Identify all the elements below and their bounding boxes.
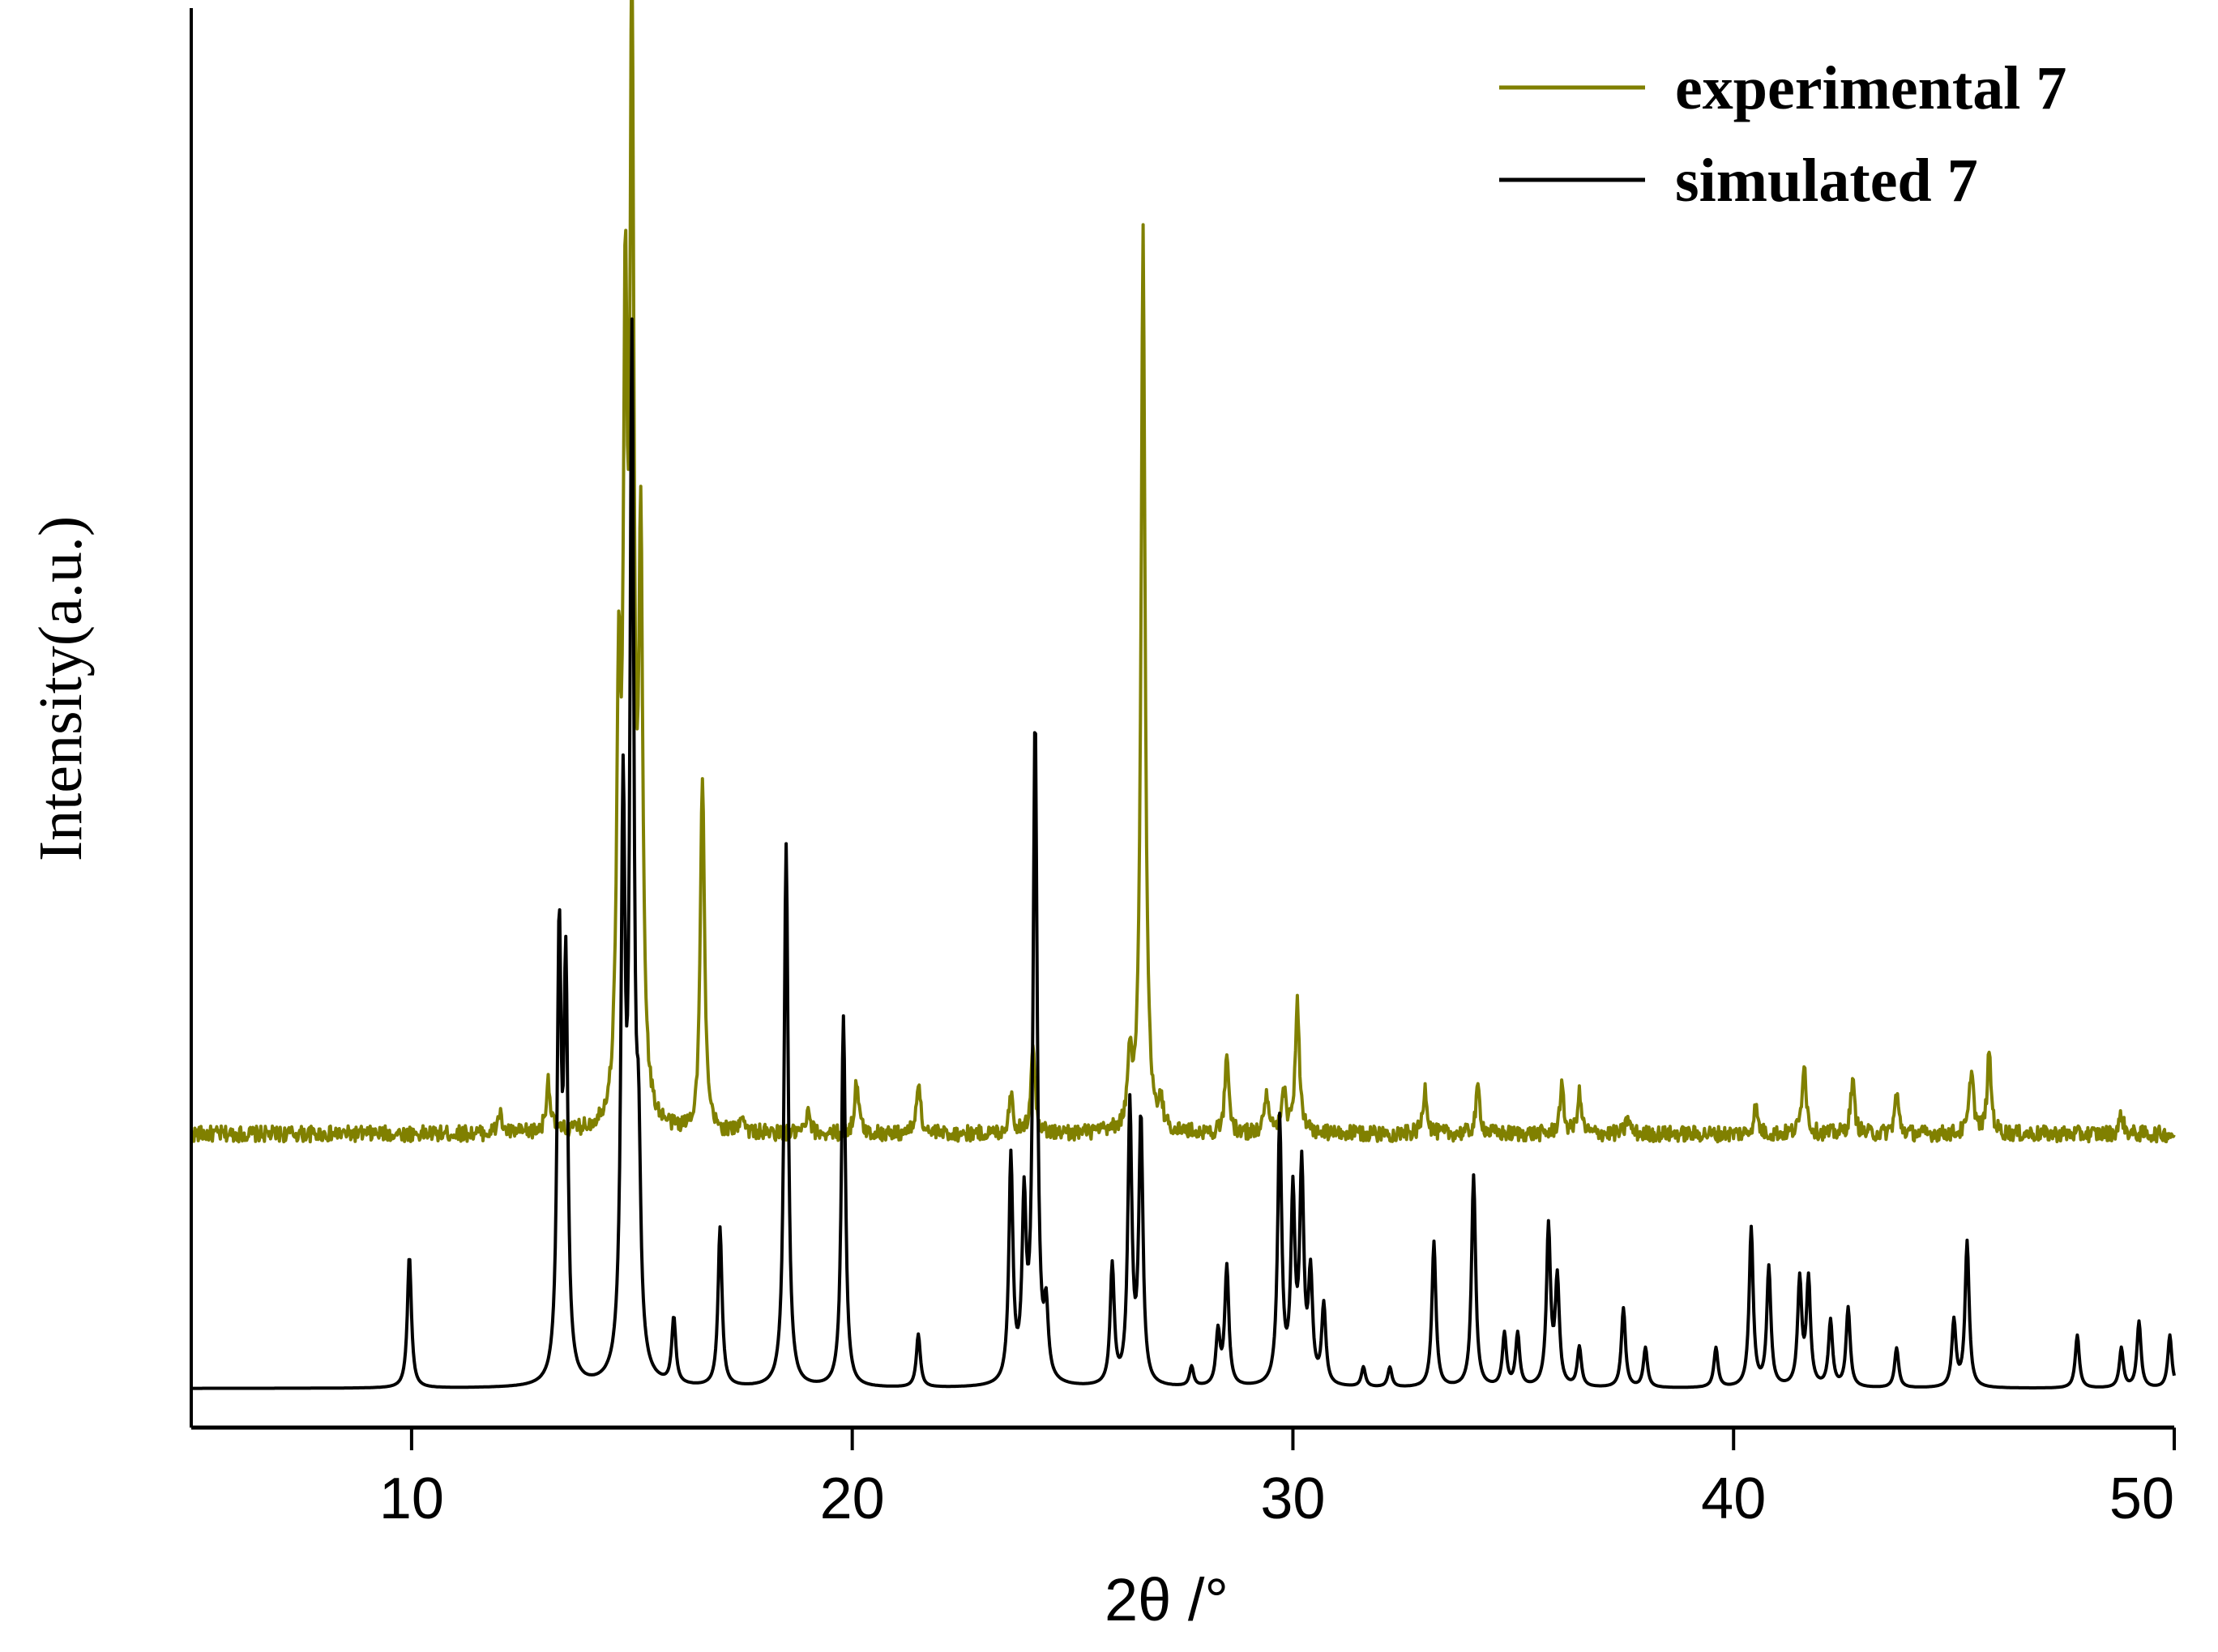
- x-tick-label-10: 10: [379, 1466, 444, 1531]
- x-tick-label-20: 20: [820, 1466, 885, 1531]
- x-tick-label-40: 40: [1701, 1466, 1766, 1531]
- series-line-simulated: [190, 317, 2176, 1390]
- legend: experimental 7 simulated 7: [1499, 54, 2066, 215]
- legend-label-simulated: simulated 7: [1675, 147, 1978, 215]
- series-line-experimental: [190, 0, 2176, 1144]
- x-tick-label-50: 50: [2109, 1466, 2174, 1531]
- x-axis-title: 2θ /°: [1105, 1566, 1229, 1633]
- x-ticks: 10 20 30 40 50: [379, 1428, 2176, 1531]
- plot-lines: [190, 0, 2176, 1390]
- y-axis-title: Intensity(a.u.): [27, 516, 95, 861]
- x-tick-label-30: 30: [1260, 1466, 1325, 1531]
- legend-label-experimental: experimental 7: [1675, 54, 2066, 122]
